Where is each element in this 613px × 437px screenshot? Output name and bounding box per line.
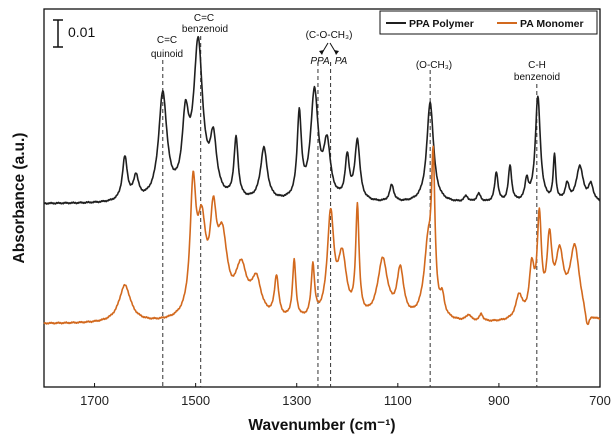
legend: PPA Polymer PA Monomer (379, 10, 598, 35)
annotation-arrowhead-ppa (319, 50, 324, 55)
annotation-cc-quinoid-1: C=C (157, 35, 177, 46)
scale-bar-label: 0.01 (68, 24, 95, 40)
scale-bar: 0.01 (53, 19, 95, 48)
legend-label-pa: PA Monomer (520, 18, 584, 30)
annotation-c-o-ch3: (C-O-CH₃) (306, 30, 353, 41)
series-line-ppa-polymer (43, 35, 601, 205)
reference-lines (162, 36, 538, 387)
annotation-quinoid: quinoid (151, 49, 183, 60)
annotations: C=C quinoid C=C benzenoid (C-O-CH₃) PPA … (151, 13, 560, 83)
x-tick-label: 900 (488, 393, 510, 408)
y-axis-title: Absorbance (a.u.) (11, 133, 28, 264)
x-tick-label: 700 (589, 393, 611, 408)
annotation-o-ch3: (O-CH₃) (416, 60, 452, 71)
annotation-ppa: PPA (310, 56, 330, 67)
x-tick-label: 1700 (80, 393, 109, 408)
plot-frame (43, 8, 601, 388)
x-axis-title: Wavenumber (cm⁻¹) (248, 417, 395, 434)
x-tick-label: 1500 (181, 393, 210, 408)
annotation-cc-benzenoid-1: C=C (194, 13, 214, 24)
annotation-arrowhead-pa (334, 50, 339, 55)
legend-box (379, 10, 598, 35)
series-layer (43, 35, 601, 326)
annotation-ch: C-H (528, 60, 546, 71)
annotation-benzenoid-ch: benzenoid (514, 72, 560, 83)
annotation-pa: PA (335, 56, 348, 67)
x-tick-label: 1100 (384, 393, 412, 408)
series-line-pa-monomer (43, 145, 601, 326)
annotation-benzenoid: benzenoid (182, 24, 228, 35)
x-axis-ticks: 1700 1500 1300 1100 900 700 (80, 383, 611, 408)
legend-label-ppa: PPA Polymer (409, 18, 474, 30)
x-tick-label: 1300 (282, 393, 311, 408)
